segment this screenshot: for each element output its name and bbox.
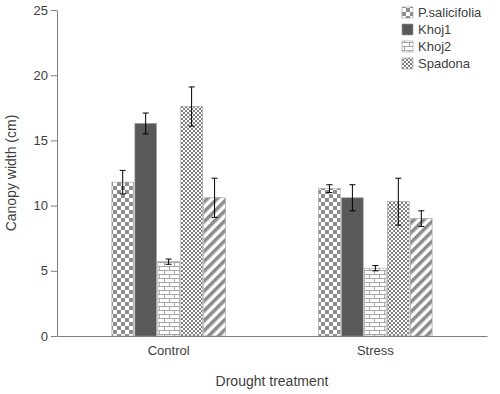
- error-bar: [189, 87, 195, 126]
- plot: 0 5 10 15 20 25 Control Stress: [34, 3, 488, 359]
- tick-mark: [51, 75, 57, 76]
- error-bar: [418, 211, 424, 227]
- tick-label: 0: [41, 329, 48, 344]
- legend-label: Spadona: [418, 56, 471, 71]
- tick-label: Control: [148, 343, 190, 358]
- tick-mark: [51, 336, 57, 337]
- error-bar: [372, 266, 378, 271]
- tick-mark: [51, 206, 57, 207]
- series: [204, 178, 432, 336]
- y-axis: 0 5 10 15 20 25: [34, 3, 58, 344]
- legend-item: P.salicifolia: [402, 5, 482, 20]
- bar: [112, 182, 134, 336]
- chart: 0 5 10 15 20 25 Control Stress Drought treatment…: [0, 0, 500, 394]
- error-bar: [120, 170, 126, 193]
- bar: [158, 262, 180, 336]
- bar: [342, 198, 364, 336]
- x-axis: Control Stress: [58, 336, 488, 358]
- legend-item: Spadona: [402, 56, 471, 71]
- tick-label: 20: [34, 68, 48, 83]
- bars: [112, 87, 432, 336]
- legend-swatch: [402, 41, 413, 52]
- legend-swatch: [402, 24, 413, 35]
- tick: Control: [148, 336, 190, 358]
- tick: 15: [34, 133, 57, 148]
- x-axis-title: Drought treatment: [216, 373, 329, 389]
- error-bar: [395, 178, 401, 225]
- tick-label: Stress: [357, 343, 394, 358]
- tick-label: 25: [34, 3, 48, 18]
- tick: Stress: [357, 336, 394, 358]
- legend-item: Khoj2: [402, 39, 451, 54]
- legend-label: P.salicifolia: [418, 5, 482, 20]
- legend-label: Khoj1: [418, 22, 451, 37]
- bar: [181, 106, 203, 336]
- tick-mark: [51, 271, 57, 272]
- axis-line: [57, 11, 58, 337]
- tick-label: 10: [34, 198, 48, 213]
- tick: 0: [41, 329, 57, 344]
- legend-item: Khoj1: [402, 22, 451, 37]
- tick: 10: [34, 198, 57, 213]
- bar: [411, 219, 433, 336]
- tick-mark: [51, 140, 57, 141]
- error-bar: [349, 185, 355, 211]
- bar: [365, 268, 387, 336]
- legend-swatch: [402, 7, 413, 18]
- tick: 25: [34, 3, 57, 18]
- error-bar: [166, 259, 172, 264]
- axis-line: [58, 336, 488, 337]
- series: [135, 113, 363, 336]
- error-bar: [212, 178, 218, 217]
- bar: [135, 123, 157, 336]
- error-bar: [326, 185, 332, 193]
- legend-label: Khoj2: [418, 39, 451, 54]
- legend-swatch: [402, 58, 413, 69]
- y-axis-title: Canopy width (cm): [3, 115, 19, 232]
- tick-label: 15: [34, 133, 48, 148]
- tick: 20: [34, 68, 57, 83]
- bar: [204, 198, 226, 336]
- bar: [319, 189, 341, 336]
- series: [181, 87, 409, 336]
- tick-label: 5: [41, 263, 48, 278]
- tick-mark: [51, 10, 57, 11]
- legend: P.salicifolia Khoj1 Khoj2 Spadona: [402, 5, 482, 71]
- tick: 5: [41, 263, 57, 278]
- error-bar: [143, 113, 149, 134]
